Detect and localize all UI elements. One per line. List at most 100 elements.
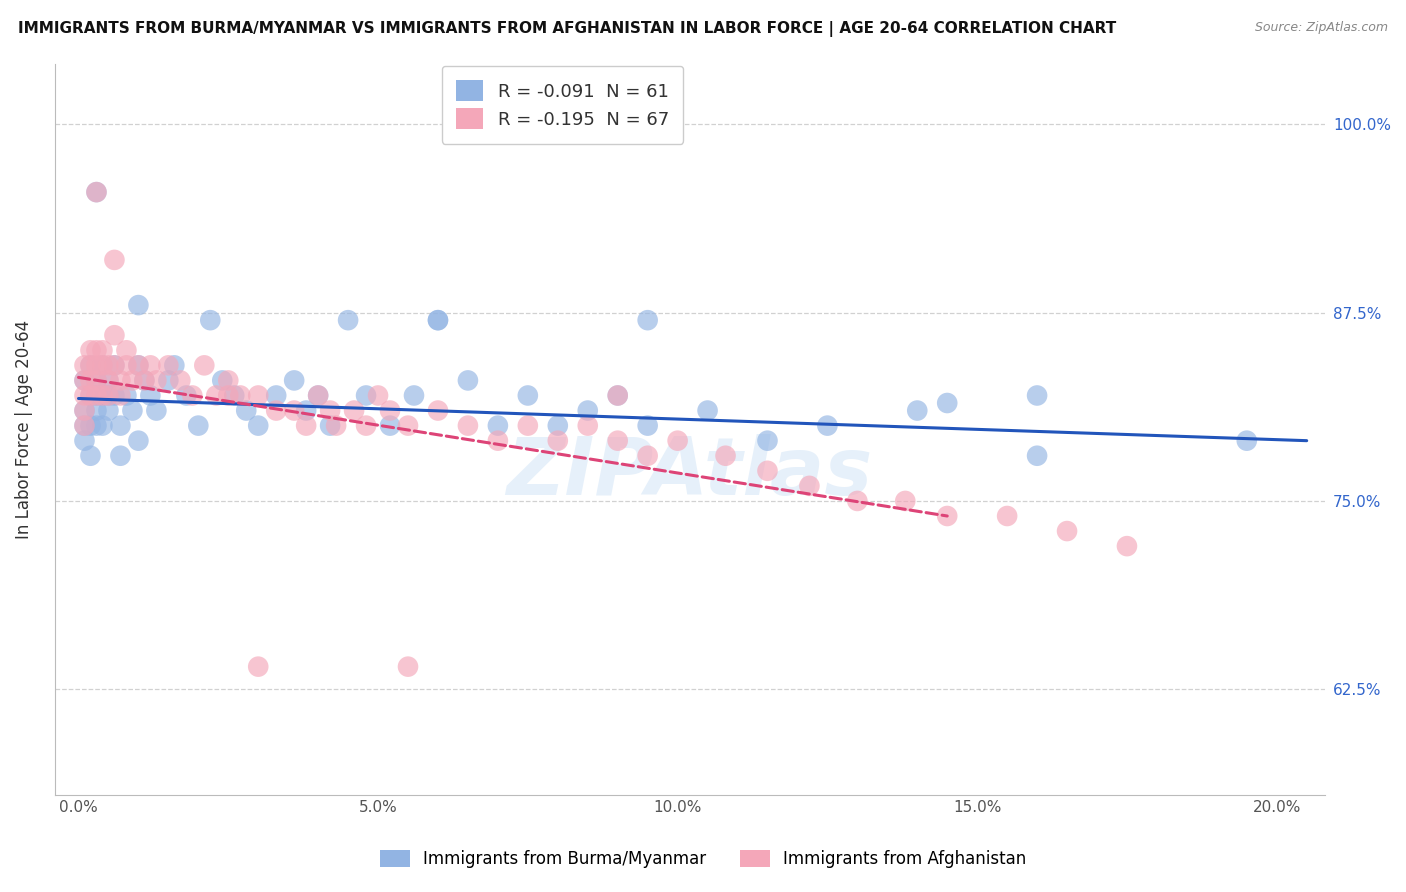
Point — [576, 403, 599, 417]
Point — [307, 388, 329, 402]
Point — [1116, 539, 1139, 553]
Point — [283, 373, 305, 387]
Point — [637, 449, 659, 463]
Point — [103, 359, 125, 373]
Point — [516, 418, 538, 433]
Point — [97, 373, 120, 387]
Point — [283, 403, 305, 417]
Point — [157, 373, 180, 387]
Point — [169, 373, 191, 387]
Point — [217, 373, 239, 387]
Point — [97, 388, 120, 402]
Point — [457, 418, 479, 433]
Point — [1056, 524, 1078, 538]
Point — [91, 359, 114, 373]
Point — [307, 388, 329, 402]
Point — [91, 359, 114, 373]
Point — [486, 434, 509, 448]
Point — [163, 359, 186, 373]
Point — [73, 403, 96, 417]
Point — [79, 359, 101, 373]
Point — [181, 388, 204, 402]
Point — [91, 388, 114, 402]
Point — [97, 373, 120, 387]
Point — [73, 373, 96, 387]
Point — [86, 185, 108, 199]
Point — [576, 418, 599, 433]
Point — [91, 388, 114, 402]
Point — [187, 418, 209, 433]
Point — [637, 418, 659, 433]
Point — [426, 313, 449, 327]
Point — [224, 388, 246, 402]
Point — [79, 359, 101, 373]
Point — [127, 434, 149, 448]
Text: ZIPAtlas: ZIPAtlas — [506, 434, 873, 512]
Point — [73, 373, 96, 387]
Point — [905, 403, 928, 417]
Point — [247, 659, 270, 673]
Point — [264, 388, 287, 402]
Point — [110, 388, 132, 402]
Point — [145, 373, 167, 387]
Legend: R = -0.091  N = 61, R = -0.195  N = 67: R = -0.091 N = 61, R = -0.195 N = 67 — [441, 66, 683, 144]
Point — [86, 185, 108, 199]
Point — [756, 434, 779, 448]
Point — [264, 403, 287, 417]
Point — [110, 373, 132, 387]
Point — [110, 449, 132, 463]
Point — [73, 434, 96, 448]
Point — [426, 313, 449, 327]
Point — [1026, 388, 1049, 402]
Point — [714, 449, 737, 463]
Point — [396, 659, 419, 673]
Point — [86, 403, 108, 417]
Point — [606, 388, 628, 402]
Point — [127, 298, 149, 312]
Point — [343, 403, 366, 417]
Point — [103, 359, 125, 373]
Point — [200, 313, 222, 327]
Point — [73, 418, 96, 433]
Point — [115, 343, 138, 358]
Point — [1236, 434, 1258, 448]
Point — [547, 434, 569, 448]
Point — [606, 388, 628, 402]
Point — [86, 359, 108, 373]
Legend: Immigrants from Burma/Myanmar, Immigrants from Afghanistan: Immigrants from Burma/Myanmar, Immigrant… — [371, 842, 1035, 877]
Point — [217, 388, 239, 402]
Point — [354, 418, 377, 433]
Point — [91, 418, 114, 433]
Point — [73, 403, 96, 417]
Text: Source: ZipAtlas.com: Source: ZipAtlas.com — [1254, 21, 1388, 34]
Point — [86, 388, 108, 402]
Point — [211, 373, 233, 387]
Point — [127, 359, 149, 373]
Point — [121, 403, 143, 417]
Point — [115, 359, 138, 373]
Point — [103, 252, 125, 267]
Point — [1026, 449, 1049, 463]
Point — [193, 359, 215, 373]
Point — [97, 388, 120, 402]
Point — [86, 388, 108, 402]
Point — [79, 418, 101, 433]
Point — [110, 418, 132, 433]
Point — [637, 313, 659, 327]
Point — [103, 328, 125, 343]
Point — [894, 494, 917, 508]
Point — [139, 388, 162, 402]
Y-axis label: In Labor Force | Age 20-64: In Labor Force | Age 20-64 — [15, 320, 32, 539]
Point — [229, 388, 252, 402]
Point — [97, 359, 120, 373]
Point — [846, 494, 869, 508]
Point — [756, 464, 779, 478]
Text: IMMIGRANTS FROM BURMA/MYANMAR VS IMMIGRANTS FROM AFGHANISTAN IN LABOR FORCE | AG: IMMIGRANTS FROM BURMA/MYANMAR VS IMMIGRA… — [18, 21, 1116, 37]
Point — [86, 373, 108, 387]
Point — [127, 359, 149, 373]
Point — [319, 418, 342, 433]
Point — [73, 418, 96, 433]
Point — [354, 388, 377, 402]
Point — [205, 388, 228, 402]
Point — [936, 508, 959, 523]
